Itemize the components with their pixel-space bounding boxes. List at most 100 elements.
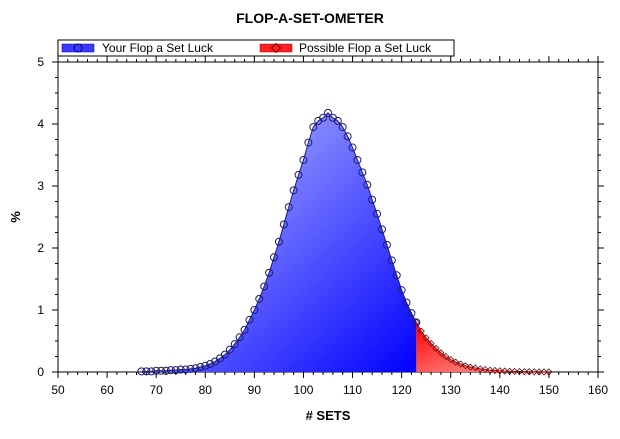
data-point: [309, 123, 318, 132]
data-point: [427, 339, 435, 348]
x-tick-label: 160: [588, 383, 608, 397]
chart-title: FLOP-A-SET-OMETER: [236, 10, 384, 26]
x-tick-label: 140: [490, 383, 510, 397]
legend-marker-series-1: [73, 43, 83, 53]
x-tick-label: 110: [343, 383, 362, 397]
data-point: [520, 368, 528, 376]
data-point: [265, 268, 274, 277]
data-point: [157, 366, 166, 375]
legend-swatch-series-1: [61, 43, 95, 53]
data-point: [274, 237, 283, 246]
y-axis-title: %: [8, 211, 23, 223]
data-point: [289, 186, 298, 195]
x-tick-label: 100: [293, 383, 313, 397]
data-point: [343, 132, 352, 141]
data-point: [358, 168, 367, 177]
data-point: [186, 364, 195, 373]
data-point: [452, 358, 460, 366]
x-tick-label: 130: [441, 383, 461, 397]
data-point: [230, 340, 239, 349]
data-point: [422, 334, 430, 342]
data-point: [279, 220, 288, 229]
data-point: [456, 360, 465, 368]
data-point: [461, 362, 470, 370]
data-point: [530, 368, 538, 376]
y-axis: 0 1 2 3 4 5: [37, 55, 604, 379]
data-point: [348, 143, 357, 152]
data-point: [491, 366, 499, 375]
data-point: [220, 350, 229, 359]
data-point: [206, 359, 215, 368]
data-point: [378, 225, 386, 234]
legend-item-series-1: Your Flop a Set Luck: [61, 41, 214, 55]
data-point: [294, 170, 303, 179]
x-tick-label: 120: [392, 383, 412, 397]
data-point: [481, 365, 489, 374]
data-point: [412, 318, 420, 326]
data-point: [225, 345, 234, 354]
data-point: [407, 309, 416, 318]
data-point: [324, 108, 332, 117]
data-point: [402, 298, 411, 307]
y-tick-label: 4: [37, 117, 44, 131]
x-tick-label: 50: [51, 383, 65, 397]
data-point: [437, 349, 445, 357]
data-point: [476, 365, 484, 373]
data-point: [196, 363, 205, 372]
y-tick-label: 3: [37, 179, 44, 193]
data-point: [147, 367, 156, 376]
data-point: [201, 361, 210, 370]
x-tick-label: 70: [150, 383, 164, 397]
area-fill-series-2: [416, 322, 549, 372]
data-point: [240, 325, 249, 334]
data-point: [137, 367, 146, 376]
data-point: [235, 333, 244, 342]
data-point: [397, 286, 406, 295]
data-point: [373, 209, 382, 218]
data-point: [191, 364, 200, 373]
data-point: [250, 306, 259, 314]
data-point: [270, 253, 278, 262]
data-point: [442, 352, 450, 361]
data-point: [353, 155, 362, 164]
data-point: [176, 365, 185, 374]
legend-box: [57, 39, 455, 57]
data-point: [260, 282, 269, 291]
data-point: [319, 113, 328, 122]
data-point: [299, 155, 308, 164]
y-tick-label: 1: [37, 303, 44, 317]
data-point: [284, 203, 293, 212]
data-point: [447, 356, 455, 364]
data-point: [333, 116, 342, 125]
data-point: [166, 366, 175, 375]
x-axis: 50 60 70 80 90 100 110 120 130 140 150 160: [51, 56, 608, 397]
data-point: [304, 138, 313, 147]
data-point: [338, 123, 347, 132]
legend: Your Flop a Set Luck Possible Flop a Set…: [57, 39, 455, 57]
y-tick-label: 0: [37, 365, 44, 379]
legend-item-series-2: Possible Flop a Set Luck: [259, 41, 432, 55]
legend-swatch-series-2: [259, 43, 293, 53]
y-tick-label: 5: [37, 55, 44, 69]
x-tick-label: 60: [100, 383, 114, 397]
x-tick-label: 80: [199, 383, 213, 397]
data-point: [392, 271, 401, 280]
data-point: [245, 315, 254, 324]
x-tick-label: 90: [248, 383, 262, 397]
data-point: [417, 327, 425, 335]
data-point: [368, 195, 377, 204]
data-point: [432, 344, 440, 353]
data-point: [510, 367, 519, 375]
data-point: [501, 367, 509, 375]
data-point: [471, 364, 479, 372]
x-tick-label: 150: [539, 383, 559, 397]
legend-marker-series-2: [270, 42, 282, 54]
data-point: [540, 368, 548, 376]
data-point: [466, 363, 474, 371]
x-axis-title: # SETS: [306, 408, 351, 423]
legend-label-series-1: Your Flop a Set Luck: [102, 41, 214, 55]
data-point: [387, 256, 396, 265]
data-point: [363, 180, 372, 189]
data-point: [382, 240, 391, 249]
